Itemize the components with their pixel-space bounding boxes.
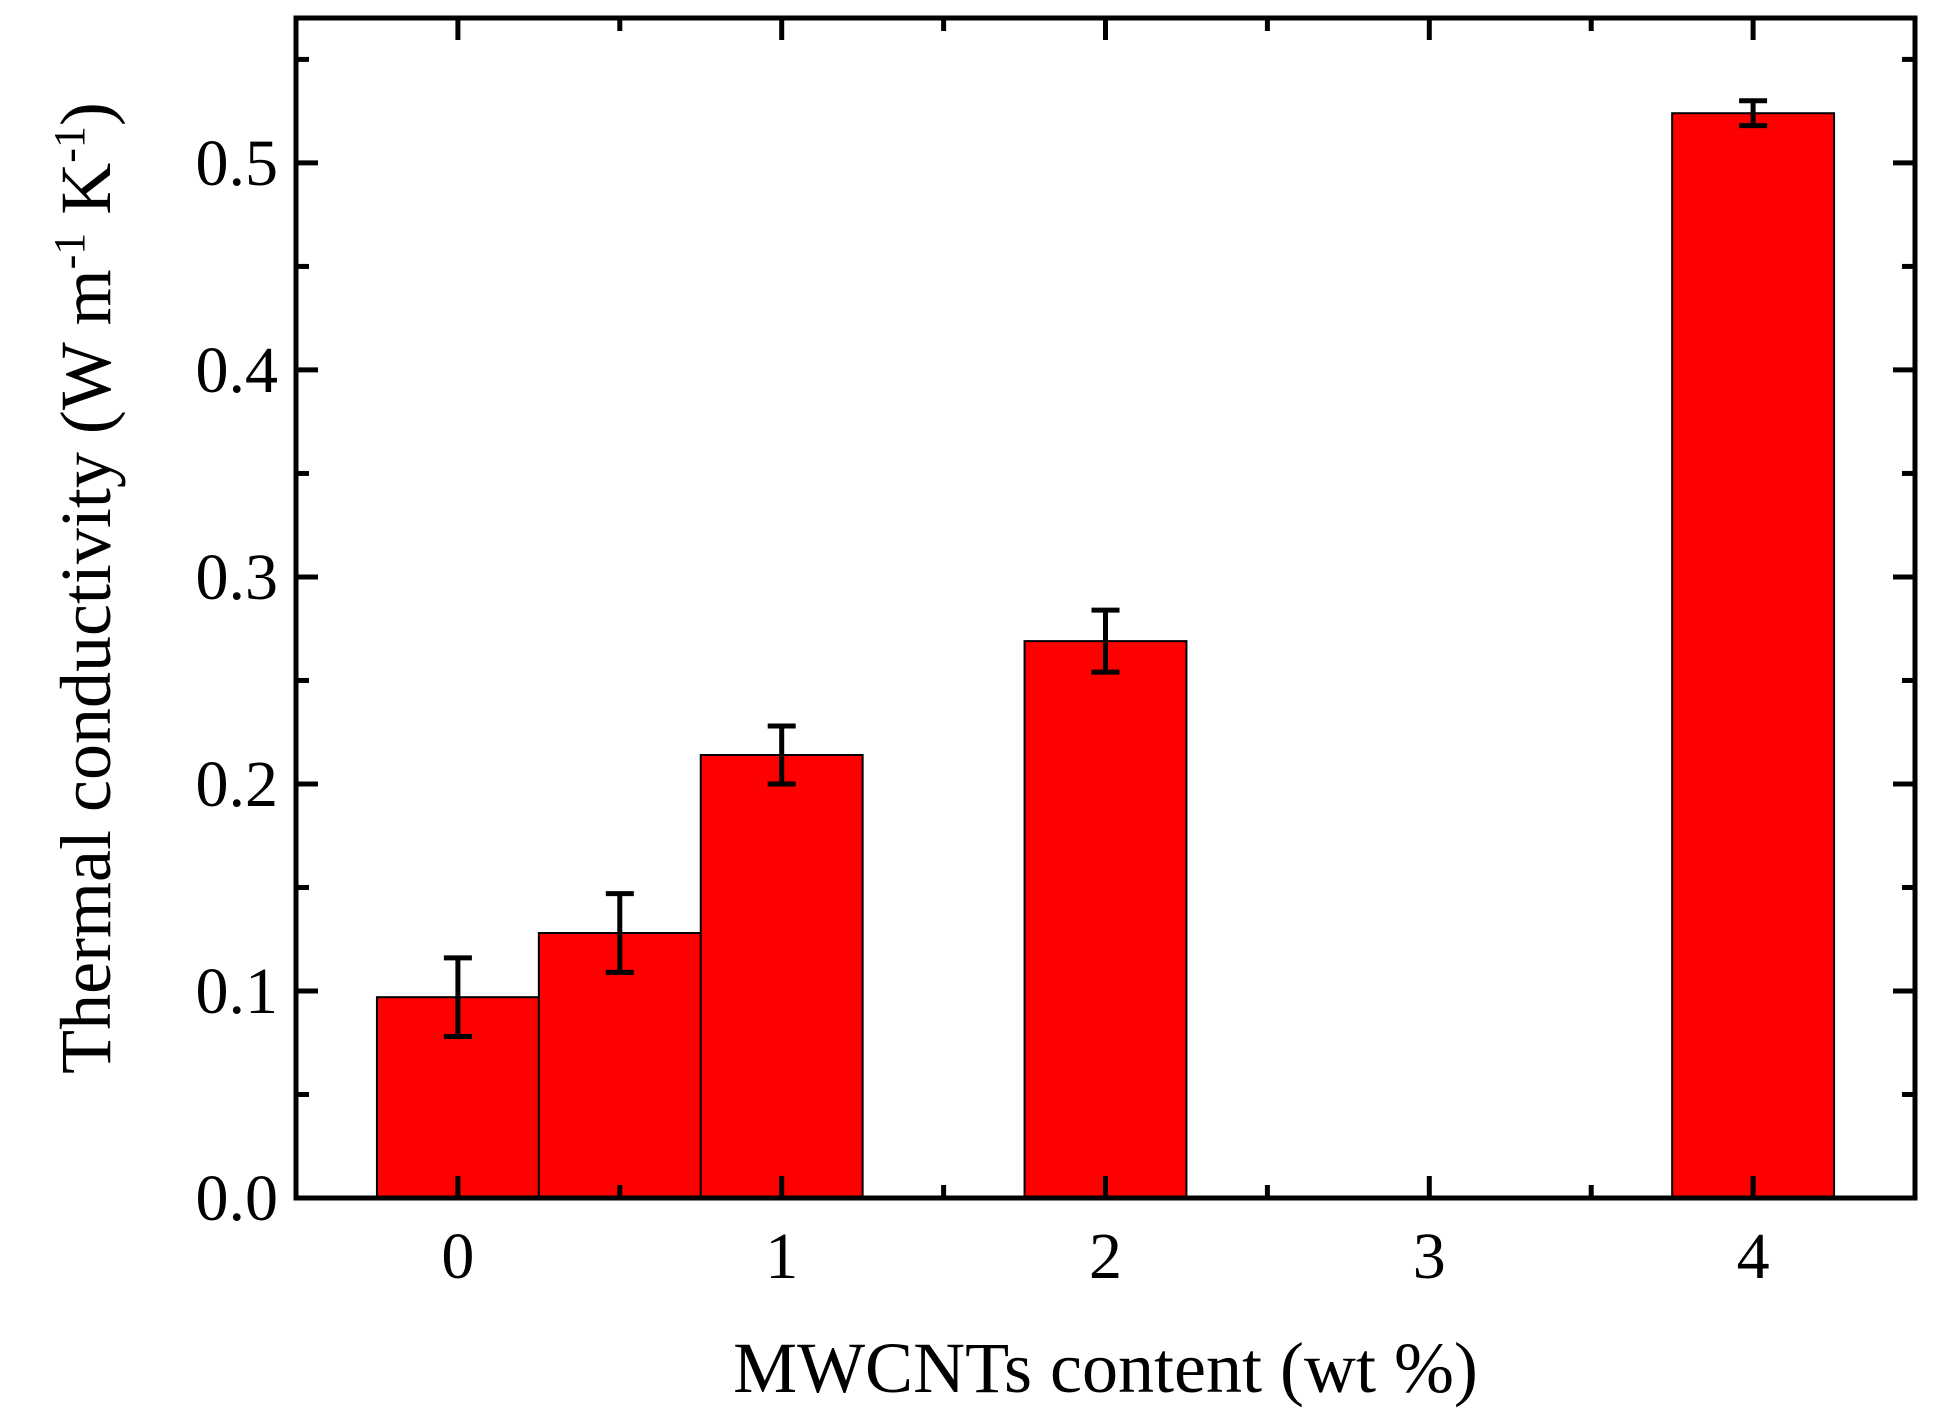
x-tick-label: 2	[1089, 1220, 1122, 1293]
y-axis-title-main: Thermal conductivity (W m	[46, 269, 126, 1073]
x-tick-label: 0	[441, 1220, 474, 1293]
y-tick-label: 0.4	[196, 334, 279, 407]
y-tick-label: 0.0	[196, 1162, 279, 1235]
y-tick-label: 0.3	[196, 541, 279, 614]
plot-frame	[293, 15, 1918, 1201]
y-axis-title-sup2: -1	[45, 126, 94, 163]
y-axis-title-end: )	[46, 102, 126, 126]
y-axis-title-sup1: -1	[45, 233, 94, 270]
bar	[1023, 640, 1188, 1199]
error-bar	[1091, 607, 1120, 675]
y-axis-title-mid: K	[46, 163, 126, 233]
x-tick-label: 4	[1737, 1220, 1770, 1293]
y-axis-title: Thermal conductivity (W m-1 K-1)	[45, 102, 126, 1074]
x-tick-label: 1	[765, 1220, 798, 1293]
errorbars-layer	[443, 98, 1768, 1040]
error-bar	[767, 723, 796, 787]
error-bar	[443, 955, 472, 1040]
error-bar	[1739, 98, 1768, 129]
bar	[537, 932, 702, 1199]
bar	[1671, 112, 1836, 1200]
y-tick-label: 0.1	[196, 955, 279, 1028]
y-tick-label: 0.5	[196, 127, 279, 200]
tick-labels: 0 1 2 3 4 0.0 0.1 0.2 0.3 0.4 0.5	[196, 127, 1770, 1293]
error-bar	[605, 891, 634, 975]
bar	[699, 753, 864, 1200]
y-tick-label: 0.2	[196, 748, 279, 821]
x-axis-title: MWCNTs content (wt %)	[733, 1328, 1478, 1408]
x-tick-label: 3	[1413, 1220, 1446, 1293]
